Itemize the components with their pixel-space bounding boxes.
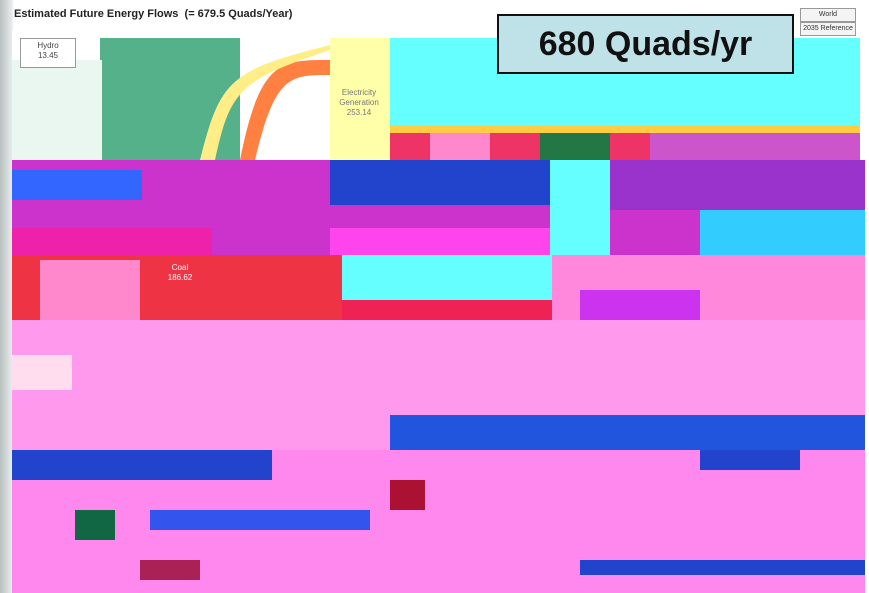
glitch-band [40,260,140,320]
glitch-band [12,415,390,450]
node-value: 13.45 [21,51,75,61]
node-name: Hydro [21,41,75,51]
glitch-band [390,415,865,450]
glitch-band [342,255,552,300]
glitch-band [700,450,800,470]
node-value: 186.62 [150,273,210,283]
flow-band [390,125,860,133]
glitch-band [580,560,865,575]
node-value: 253.14 [330,108,388,118]
node-name: Coal [150,263,210,273]
glitch-band [430,133,490,160]
glitch-band [700,210,865,255]
region-button[interactable]: World [800,8,856,22]
glitch-band [12,320,865,415]
glitch-band [75,510,115,540]
node-box: Coal 186.62 [150,263,210,283]
glitch-band [12,355,72,390]
glitch-band [550,160,610,255]
glitch-band [150,510,370,530]
flow-diagram [0,0,869,593]
glitch-band [12,170,142,200]
glitch-band [610,160,865,210]
glitch-band [330,228,550,255]
glitch-band [390,480,425,510]
glitch-band [540,133,610,160]
glitch-band [580,290,700,320]
glitch-band [342,300,552,320]
glitch-band [140,560,200,580]
callout: 680 Quads/yr [497,14,794,74]
glitch-band [12,228,212,255]
node-box: Hydro 13.45 [20,38,76,68]
node-box: Electricity Generation 253.14 [330,88,388,118]
flow-area [12,60,102,160]
scenario-button[interactable]: 2035 Reference [800,22,856,36]
title: Estimated Future Energy Flows (= 679.5 Q… [14,8,292,20]
glitch-band [330,160,550,205]
glitch-band [12,520,865,593]
glitch-band [650,133,860,160]
page: Estimated Future Energy Flows (= 679.5 Q… [0,0,869,593]
glitch-band [12,450,272,480]
node-name: Electricity Generation [330,88,388,108]
